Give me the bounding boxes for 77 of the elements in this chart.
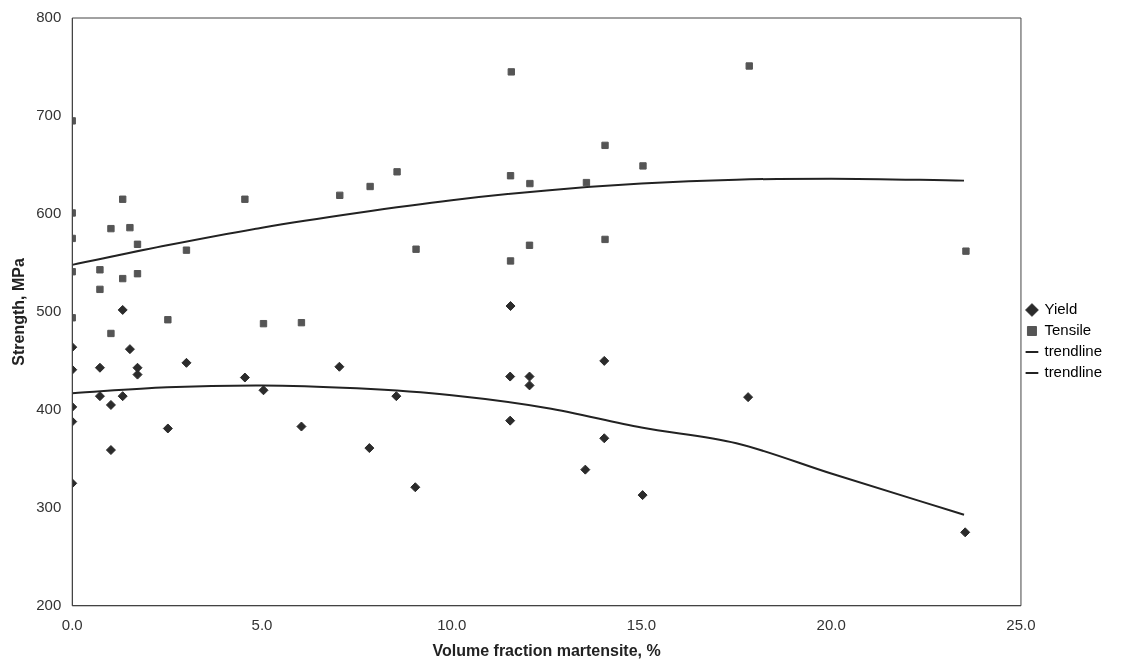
point — [117, 304, 128, 315]
point — [505, 415, 516, 426]
point — [239, 372, 250, 383]
line-series — [72, 177, 966, 266]
point — [393, 168, 401, 176]
point — [105, 399, 116, 410]
point — [524, 380, 535, 391]
line-series — [72, 384, 966, 516]
point — [94, 362, 105, 373]
point — [119, 195, 127, 203]
y-axis-title: Strength, MPa — [10, 258, 28, 366]
point — [637, 490, 648, 501]
point — [119, 274, 127, 283]
x-tick-label: 25.0 — [1006, 615, 1036, 633]
point — [410, 482, 421, 493]
legend-label: Tensile — [1044, 321, 1092, 339]
x-tick-label: 10.0 — [437, 615, 467, 633]
legend-label: trendline — [1044, 342, 1103, 360]
point — [582, 178, 591, 187]
point — [107, 224, 115, 233]
y-tick-label: 200 — [36, 595, 62, 613]
point — [601, 141, 609, 150]
point — [506, 172, 515, 180]
point — [962, 247, 970, 255]
point — [639, 162, 647, 170]
point — [960, 527, 971, 538]
point — [164, 316, 172, 324]
point — [96, 266, 104, 274]
y-tick-label: 400 — [36, 400, 62, 418]
point — [296, 421, 307, 432]
point — [743, 392, 754, 403]
point — [412, 245, 420, 253]
point — [506, 257, 515, 265]
point — [336, 191, 344, 199]
y-tick-label: 700 — [36, 106, 62, 124]
point — [105, 445, 116, 456]
y-tick-label: 500 — [36, 302, 62, 320]
point — [745, 62, 753, 70]
point — [526, 179, 534, 188]
point — [364, 443, 375, 454]
point — [601, 235, 609, 244]
point — [297, 318, 306, 327]
point — [182, 246, 191, 254]
point — [259, 319, 268, 328]
x-tick-label: 15.0 — [626, 615, 657, 633]
point — [117, 391, 128, 402]
point — [162, 423, 173, 434]
y-tick-label: 600 — [36, 204, 62, 222]
point — [524, 371, 535, 382]
point — [124, 344, 135, 355]
point — [366, 182, 374, 191]
y-tick-label: 800 — [36, 8, 62, 26]
x-tick-label: 5.0 — [251, 615, 273, 633]
point — [126, 223, 134, 232]
x-tick-label: 0.0 — [61, 615, 83, 633]
point — [525, 241, 534, 249]
point — [599, 433, 610, 444]
point — [133, 240, 142, 248]
legend-label: trendline — [1044, 363, 1103, 381]
point — [241, 195, 249, 203]
point — [258, 385, 269, 396]
point — [334, 361, 345, 372]
legend-label: Yield — [1044, 300, 1078, 318]
point — [94, 391, 105, 402]
point — [181, 357, 192, 368]
y-tick-label: 300 — [36, 497, 62, 515]
x-tick-label: 20.0 — [816, 615, 846, 633]
point — [505, 301, 516, 312]
point — [505, 371, 516, 382]
point — [391, 391, 402, 402]
x-axis-title: Volume fraction martensite, % — [432, 641, 661, 659]
point — [133, 270, 142, 278]
point — [507, 68, 515, 76]
point — [599, 355, 610, 366]
point — [96, 285, 104, 294]
point — [107, 329, 115, 338]
point — [580, 464, 591, 475]
